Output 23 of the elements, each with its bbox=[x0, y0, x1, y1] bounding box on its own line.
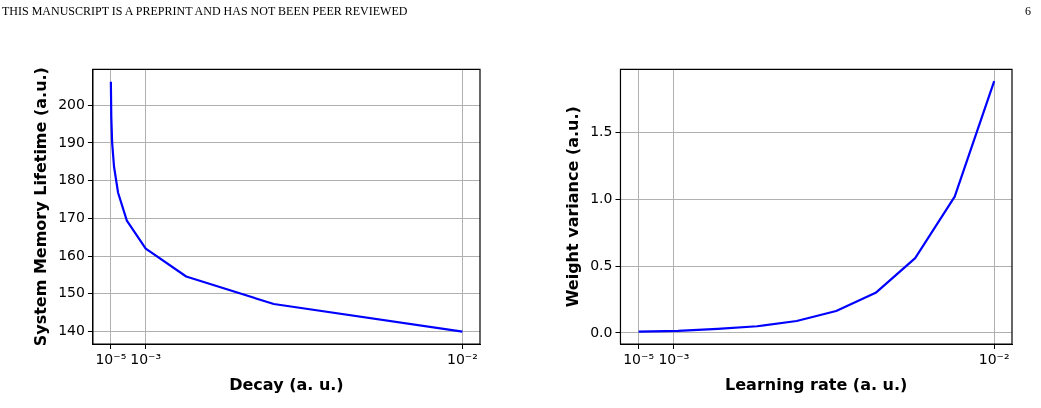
y-tick-label: 1.0 bbox=[590, 189, 613, 206]
x-axis-title: Decay (a. u.) bbox=[229, 374, 344, 394]
x-tick-label: 10⁻⁵ bbox=[623, 351, 655, 368]
y-tick-label: 190 bbox=[58, 133, 85, 150]
y-tick-label: 0.5 bbox=[590, 256, 613, 273]
y-tick-label: 140 bbox=[58, 322, 85, 339]
y-axis-title: Weight variance (a.u.) bbox=[562, 106, 582, 308]
x-tick-label: 10⁻³ bbox=[130, 351, 162, 368]
y-tick-label: 200 bbox=[58, 95, 85, 112]
y-tick-label: 170 bbox=[58, 209, 85, 226]
y-tick-label: 0.0 bbox=[590, 323, 613, 340]
x-tick-label: 10⁻³ bbox=[658, 351, 690, 368]
y-axis-title: System Memory Lifetime (a.u.) bbox=[30, 67, 50, 347]
y-tick-label: 180 bbox=[58, 171, 85, 188]
x-tick-label: 10⁻² bbox=[978, 351, 1010, 368]
x-tick-label: 10⁻⁵ bbox=[95, 351, 127, 368]
y-tick-label: 1.5 bbox=[590, 123, 613, 140]
text: 6 bbox=[1025, 4, 1031, 19]
x-axis-title: Learning rate (a. u.) bbox=[725, 374, 908, 394]
y-tick-label: 150 bbox=[58, 284, 85, 301]
x-tick-label: 10⁻² bbox=[446, 351, 478, 368]
text: THIS MANUSCRIPT IS A PREPRINT AND HAS NOT BEEN PEER REVIEWED bbox=[2, 4, 408, 19]
y-tick-label: 160 bbox=[58, 246, 85, 263]
